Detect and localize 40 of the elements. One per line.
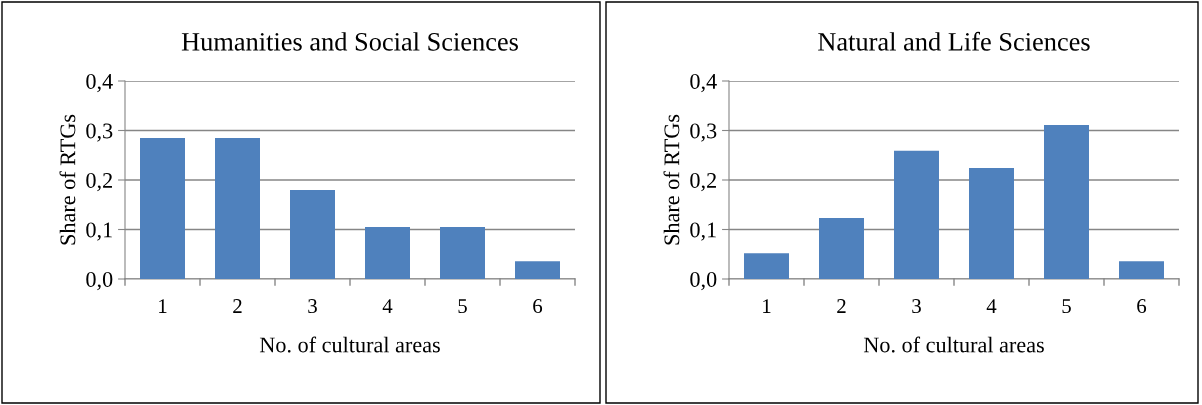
y-axis-title: Share of RTGs [663,114,680,245]
chart-title: Humanities and Social Sciences [181,32,518,51]
y-tick-label: 0,0 [86,271,113,291]
bar [894,150,939,279]
x-tick-label: 2 [233,299,242,313]
bar [819,218,864,279]
chart-title: Natural and Life Sciences [818,31,1090,51]
x-tick-label: 3 [308,299,317,314]
bar [290,189,335,279]
x-axis-title: No. of cultural areas [863,336,1044,353]
x-tick-label: 5 [1062,299,1071,314]
bar [140,137,185,279]
y-tick-label: 0,0 [690,271,717,291]
y-tick-label: 0,2 [690,172,716,192]
y-tick-label: 0,3 [86,123,113,142]
bar [515,261,560,279]
bar [440,227,485,279]
y-tick-label: 0,2 [86,172,112,192]
x-tick-label: 2 [837,299,846,313]
y-tick-label: 0,3 [690,123,717,142]
bar [1119,261,1164,279]
x-tick-label: 4 [382,299,393,313]
x-axis-title: No. of cultural areas [259,336,440,353]
x-tick-label: 3 [912,299,921,314]
bar [1044,125,1089,279]
y-tick-label: 0,4 [690,73,717,93]
x-tick-label: 5 [458,299,467,314]
y-tick-label: 0,1 [86,222,112,241]
x-tick-label: 1 [763,299,771,313]
bar [215,137,260,279]
bar [744,253,789,279]
bar [365,227,410,279]
x-tick-label: 4 [986,299,997,313]
x-tick-label: 6 [533,299,543,314]
bar [969,168,1014,279]
y-axis-title: Share of RTGs [59,114,76,245]
y-tick-label: 0,4 [86,73,113,93]
x-tick-label: 6 [1137,299,1147,314]
y-tick-label: 0,1 [690,222,716,241]
x-tick-label: 1 [159,299,167,313]
